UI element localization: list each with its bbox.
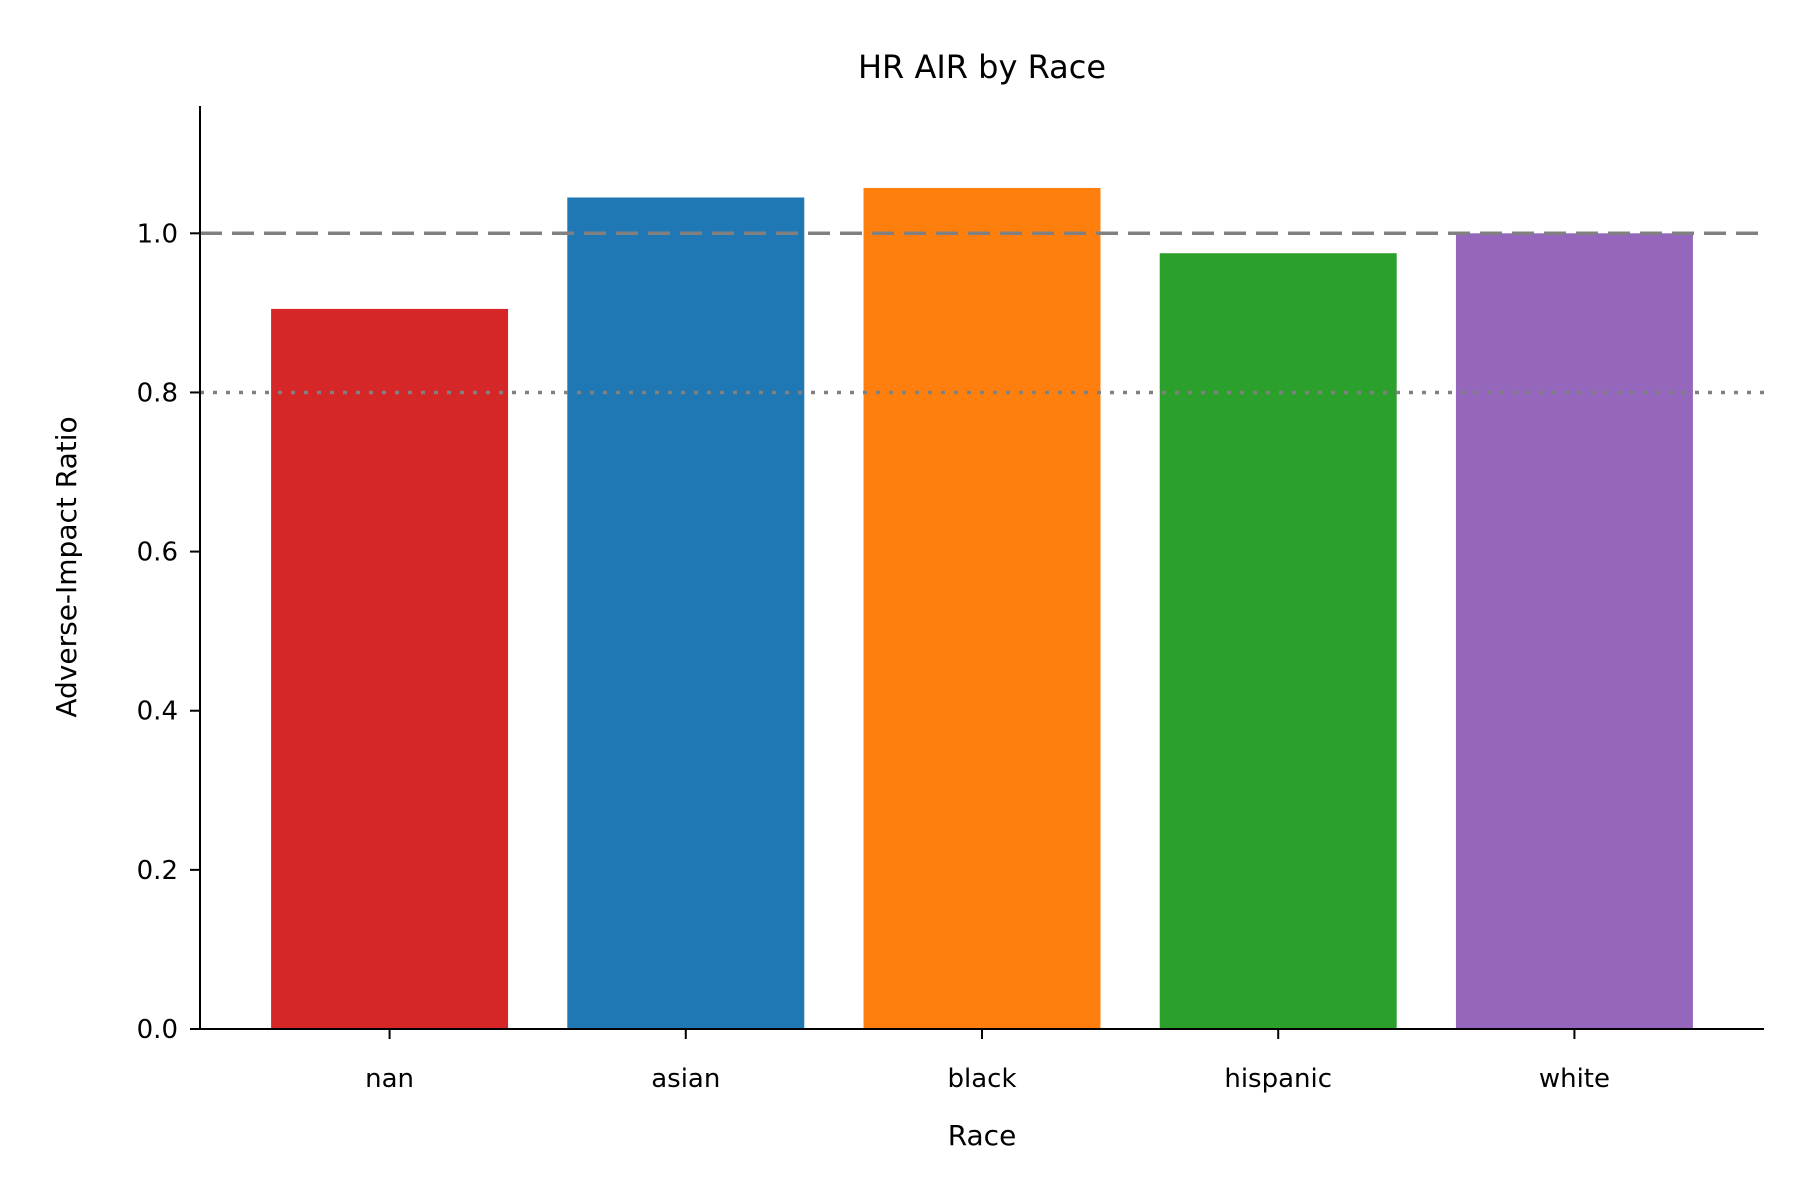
y-ticks-layer: 0.0 0.2 0.4 0.6 0.8 1.0 [137, 219, 200, 1045]
bar-nan [271, 308, 509, 1029]
bar-hispanic [1159, 253, 1397, 1030]
bar-asian [567, 197, 805, 1030]
x-tick-label: nan [365, 1064, 414, 1094]
bar-black [863, 187, 1101, 1029]
chart-title: HR AIR by Race [858, 48, 1106, 86]
y-tick-label: 1.0 [137, 219, 178, 249]
y-axis-label: Adverse-Impact Ratio [50, 416, 83, 717]
y-tick-label: 0.6 [137, 538, 178, 568]
bars-layer [271, 187, 1693, 1030]
x-tick-label: white [1539, 1064, 1610, 1094]
y-tick-label: 0.8 [137, 378, 178, 408]
x-tick-label: hispanic [1224, 1064, 1332, 1094]
x-tick-label: black [947, 1064, 1016, 1094]
reference-lines-layer [200, 231, 1764, 395]
x-tick-label: asian [651, 1064, 720, 1094]
x-axis-label: Race [948, 1119, 1017, 1152]
y-tick-label: 0.4 [137, 697, 178, 727]
y-tick-label: 0.0 [137, 1015, 178, 1045]
bar-white [1455, 233, 1693, 1029]
x-ticks-layer: nan asian black hispanic white [365, 1029, 1610, 1094]
y-tick-label: 0.2 [137, 856, 178, 886]
